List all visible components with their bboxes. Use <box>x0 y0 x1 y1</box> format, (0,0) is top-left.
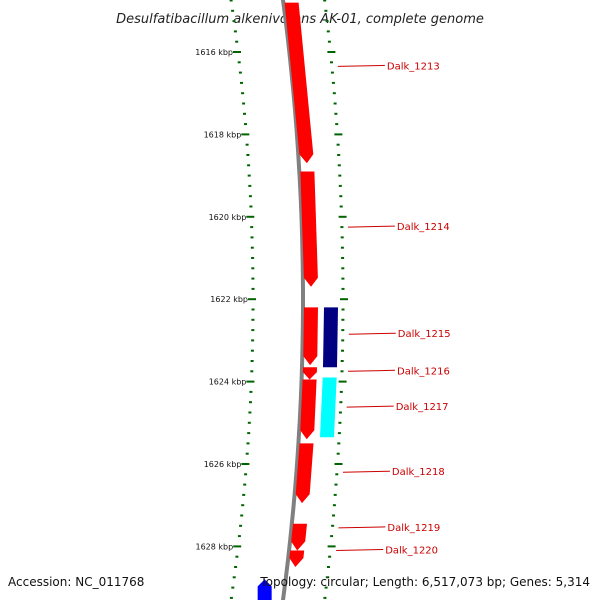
gene-arrow-dalk-1216[interactable] <box>302 367 317 380</box>
scale-label: 1616 kbp <box>195 48 233 57</box>
reverse-gene-block[interactable] <box>323 307 338 368</box>
gene-labels: Dalk_1213 Dalk_1214 Dalk_1215 Dalk_1216 Dalk… <box>336 61 451 557</box>
gene-label-leader <box>336 549 384 551</box>
topology-text: Topology: circular; Length: 6,517,073 bp… <box>259 575 590 589</box>
gene-label[interactable]: Dalk_1219 <box>387 523 440 534</box>
gene-label[interactable]: Dalk_1218 <box>392 467 445 478</box>
gene-label-leader <box>342 470 390 473</box>
gene-arrow-dalk-1215[interactable] <box>303 307 318 366</box>
gene-label-leader <box>338 526 386 529</box>
gene-arrow-dalk-1219[interactable] <box>291 523 307 551</box>
gene-arrow-dalk-1220[interactable] <box>289 550 305 568</box>
gene-arrow-dalk-1213[interactable] <box>284 2 314 164</box>
gene-label-leader <box>347 225 395 228</box>
scale-label: 1624 kbp <box>209 378 247 387</box>
gene-label[interactable]: Dalk_1213 <box>387 61 440 72</box>
gene-label-leader <box>348 332 396 335</box>
reverse-gene-block[interactable] <box>320 377 337 438</box>
reverse-strand-genes <box>320 307 338 438</box>
gene-label-leader <box>347 369 396 372</box>
scale-label: 1618 kbp <box>204 130 242 139</box>
other-features <box>257 579 272 600</box>
scale-label: 1628 kbp <box>195 542 233 551</box>
gene-arrow-dalk-1217[interactable] <box>300 379 317 440</box>
gene-label[interactable]: Dalk_1214 <box>397 222 450 233</box>
forward-strand-genes <box>284 2 318 568</box>
gene-label[interactable]: Dalk_1215 <box>398 329 451 340</box>
scale-label: 1626 kbp <box>204 460 242 469</box>
inner-tick-marks <box>229 0 256 599</box>
gene-label-leader <box>346 405 394 408</box>
blue-gene-arrow[interactable] <box>257 579 272 600</box>
gene-label[interactable]: Dalk_1220 <box>385 546 438 557</box>
outer-tick-marks <box>323 0 348 599</box>
scale-labels: 1616 kbp 1618 kbp 1620 kbp 1622 kbp 1624 kbp… <box>195 48 248 551</box>
gene-arrow-dalk-1218[interactable] <box>295 443 314 504</box>
scale-label: 1622 kbp <box>210 295 248 304</box>
accession-text: Accession: NC_011768 <box>8 575 144 589</box>
gene-arrow-dalk-1214[interactable] <box>300 171 318 287</box>
gene-label[interactable]: Dalk_1217 <box>396 402 449 413</box>
scale-label: 1620 kbp <box>209 213 247 222</box>
gene-label[interactable]: Dalk_1216 <box>397 366 450 377</box>
gene-label-leader <box>337 64 385 67</box>
